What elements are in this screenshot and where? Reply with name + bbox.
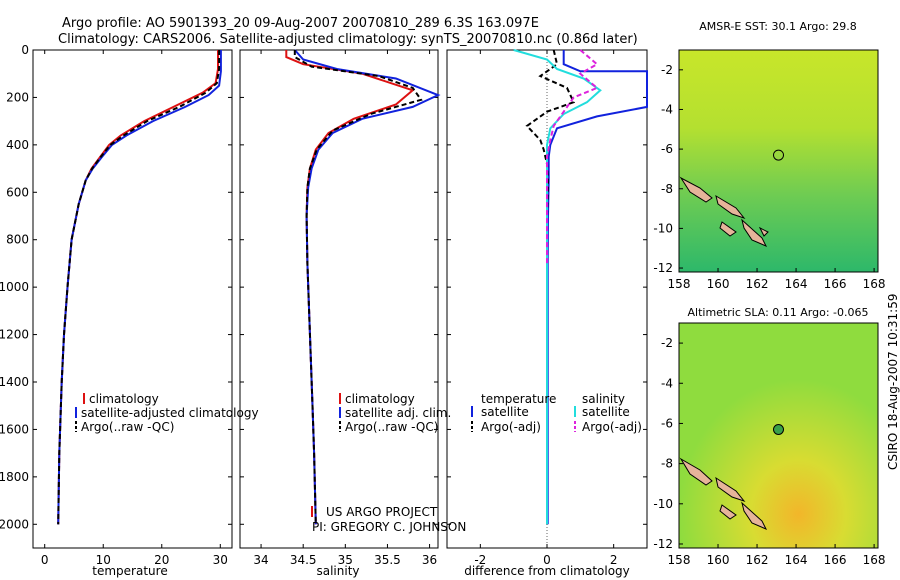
y-tick-label: 1200 xyxy=(0,328,29,342)
legend-salt-argo: Argo(-adj) xyxy=(582,420,642,434)
legend-climatology: climatology xyxy=(89,392,159,406)
x-tick-label: 36 xyxy=(422,553,437,567)
x-tick-label: 30 xyxy=(213,553,228,567)
x-tick-label: 0 xyxy=(41,553,49,567)
map-y-tick-label: -12 xyxy=(653,261,673,275)
sla-argo-marker[interactable] xyxy=(773,424,784,435)
map-x-tick-label: 166 xyxy=(824,277,847,291)
sst-map-islands xyxy=(679,176,769,247)
map-y-tick-label: -10 xyxy=(653,221,673,235)
y-tick-label: 600 xyxy=(6,185,29,199)
sst-map-field xyxy=(679,50,878,272)
legend-salt-satellite: satellite xyxy=(582,405,630,419)
map-x-tick-label: 158 xyxy=(668,553,691,567)
x-tick-label: 35.5 xyxy=(374,553,401,567)
series-line xyxy=(513,49,602,525)
x-tick-label: 34 xyxy=(253,553,268,567)
sst-map-title: AMSR-E SST: 30.1 Argo: 29.8 xyxy=(699,20,857,33)
map-x-tick-label: 164 xyxy=(785,553,808,567)
y-tick-label: 1800 xyxy=(0,470,29,484)
salinity-axes xyxy=(239,49,439,549)
map-x-tick-label: 166 xyxy=(824,553,847,567)
x-tick-label: 34.5 xyxy=(290,553,317,567)
map-y-tick-label: -8 xyxy=(661,182,673,196)
temperature-axes xyxy=(32,49,233,549)
map-y-tick-label: -10 xyxy=(653,497,673,511)
y-tick-label: 400 xyxy=(6,138,29,152)
map-x-tick-label: 164 xyxy=(785,277,808,291)
legend-satellite-adjusted: satellite-adjusted climatology xyxy=(81,406,259,420)
figure-title-line1: Argo profile: AO 5901393_20 09-Aug-2007 … xyxy=(62,16,539,31)
y-tick-label: 200 xyxy=(6,90,29,104)
x-tick-label: -2 xyxy=(474,553,486,567)
y-tick-label: 2000 xyxy=(0,517,29,531)
salinity-xlabel: salinity xyxy=(316,564,359,578)
salinity-legend: climatology satellite adj. clim. Argo(..… xyxy=(339,392,451,434)
sst-argo-marker[interactable] xyxy=(773,149,784,161)
map-x-tick-label: 168 xyxy=(863,553,886,567)
x-tick-label: 0 xyxy=(543,553,551,567)
map-x-tick-label: 162 xyxy=(746,277,769,291)
map-x-tick-label: 168 xyxy=(863,277,886,291)
side-timestamp: CSIRO 18-Aug-2007 10:31:59 xyxy=(886,294,900,470)
map-y-tick-label: -2 xyxy=(661,63,673,77)
map-y-tick-label: -2 xyxy=(661,336,673,350)
map-y-tick-label: -12 xyxy=(653,537,673,551)
map-y-tick-label: -4 xyxy=(661,102,673,116)
map-x-tick-label: 158 xyxy=(668,277,691,291)
y-tick-label: 1600 xyxy=(0,422,29,436)
y-tick-label: 1000 xyxy=(0,280,29,294)
project-line2: PI: GREGORY C. JOHNSON xyxy=(312,520,466,534)
legend-group-temperature: temperature xyxy=(481,392,556,406)
map-x-tick-label: 160 xyxy=(707,277,730,291)
difference-xlabel: difference from climatology xyxy=(464,564,630,578)
legend-group-salinity: salinity xyxy=(582,392,625,406)
map-y-tick-label: -4 xyxy=(661,376,673,390)
sla-map-title: Altimetric SLA: 0.11 Argo: -0.065 xyxy=(688,306,869,319)
series-line xyxy=(546,49,599,264)
figure-title-line2: Climatology: CARS2006. Satellite-adjuste… xyxy=(58,32,638,47)
difference-legend: temperature salinity satellite Argo(-adj… xyxy=(471,392,642,434)
temperature-xlabel: temperature xyxy=(92,564,167,578)
map-x-tick-label: 162 xyxy=(746,553,769,567)
map-y-tick-label: -8 xyxy=(661,457,673,471)
series-line xyxy=(57,50,221,525)
sla-map-frame xyxy=(678,322,879,549)
generated-marks: 0 10 20 30020040060080010001200140016001800… xyxy=(0,43,886,567)
y-tick-label: 1400 xyxy=(0,375,29,389)
x-tick-label: 2 xyxy=(610,553,618,567)
x-tick-label: 35 xyxy=(338,553,353,567)
x-tick-label: 10 xyxy=(96,553,111,567)
legend-satellite-adj: satellite adj. clim. xyxy=(345,406,451,420)
sst-map-frame xyxy=(678,49,879,273)
y-tick-label: 800 xyxy=(6,233,29,247)
legend-temp-satellite: satellite xyxy=(481,405,529,419)
legend-temp-argo: Argo(-adj) xyxy=(481,420,541,434)
sla-map-islands xyxy=(679,457,768,530)
map-y-tick-label: -6 xyxy=(661,142,673,156)
sla-map-field xyxy=(679,323,878,548)
map-y-tick-label: -6 xyxy=(661,416,673,430)
map-x-tick-label: 160 xyxy=(707,553,730,567)
series-line xyxy=(293,50,423,525)
project-line1: US ARGO PROJECT xyxy=(326,505,438,519)
legend-argo-raw: Argo(..raw -QC) xyxy=(345,420,438,434)
y-tick-label: 0 xyxy=(21,43,29,57)
x-tick-label: 20 xyxy=(154,553,169,567)
temperature-legend: climatology satellite-adjusted climatolo… xyxy=(75,392,259,434)
legend-climatology: climatology xyxy=(345,392,415,406)
legend-argo-raw: Argo(..raw -QC) xyxy=(81,420,174,434)
